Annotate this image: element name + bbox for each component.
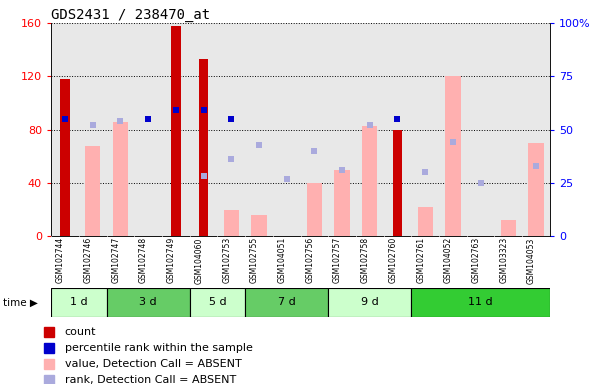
Bar: [418, 207, 433, 236]
Bar: [171, 26, 181, 236]
Bar: [307, 183, 322, 236]
Text: GSM102753: GSM102753: [222, 237, 231, 283]
Text: GSM102748: GSM102748: [139, 237, 148, 283]
Bar: [251, 215, 267, 236]
Text: GSM102747: GSM102747: [111, 237, 120, 283]
Bar: [411, 288, 550, 317]
Text: 11 d: 11 d: [468, 297, 493, 308]
Text: GSM102744: GSM102744: [56, 237, 65, 283]
Text: GSM102763: GSM102763: [472, 237, 481, 283]
Bar: [224, 210, 239, 236]
Text: GSM104053: GSM104053: [527, 237, 536, 283]
Bar: [190, 288, 245, 317]
Text: GSM102758: GSM102758: [361, 237, 370, 283]
Bar: [113, 122, 128, 236]
Text: GSM102755: GSM102755: [250, 237, 259, 283]
Text: 1 d: 1 d: [70, 297, 88, 308]
Text: GSM103323: GSM103323: [499, 237, 508, 283]
Text: GSM102756: GSM102756: [305, 237, 314, 283]
Bar: [501, 220, 516, 236]
Text: value, Detection Call = ABSENT: value, Detection Call = ABSENT: [65, 359, 242, 369]
Bar: [199, 59, 209, 236]
Text: count: count: [65, 327, 96, 337]
Text: percentile rank within the sample: percentile rank within the sample: [65, 343, 252, 353]
Bar: [328, 288, 411, 317]
Bar: [60, 79, 70, 236]
Text: rank, Detection Call = ABSENT: rank, Detection Call = ABSENT: [65, 374, 236, 384]
Text: GSM104051: GSM104051: [278, 237, 287, 283]
Text: GSM102749: GSM102749: [167, 237, 176, 283]
Bar: [51, 288, 106, 317]
Bar: [528, 143, 544, 236]
Bar: [334, 170, 350, 236]
Text: GSM104052: GSM104052: [444, 237, 453, 283]
Text: 3 d: 3 d: [139, 297, 157, 308]
Text: GSM102760: GSM102760: [388, 237, 397, 283]
Text: GSM104060: GSM104060: [195, 237, 204, 283]
Text: 5 d: 5 d: [209, 297, 226, 308]
Bar: [392, 129, 402, 236]
Text: 7 d: 7 d: [278, 297, 296, 308]
Bar: [362, 126, 377, 236]
Bar: [85, 146, 100, 236]
Text: GSM102757: GSM102757: [333, 237, 342, 283]
Bar: [245, 288, 328, 317]
Text: GSM102761: GSM102761: [416, 237, 426, 283]
Text: GSM102746: GSM102746: [84, 237, 93, 283]
Bar: [106, 288, 190, 317]
Bar: [445, 76, 460, 236]
Text: 9 d: 9 d: [361, 297, 379, 308]
Text: time ▶: time ▶: [3, 297, 38, 308]
Text: GDS2431 / 238470_at: GDS2431 / 238470_at: [51, 8, 210, 22]
